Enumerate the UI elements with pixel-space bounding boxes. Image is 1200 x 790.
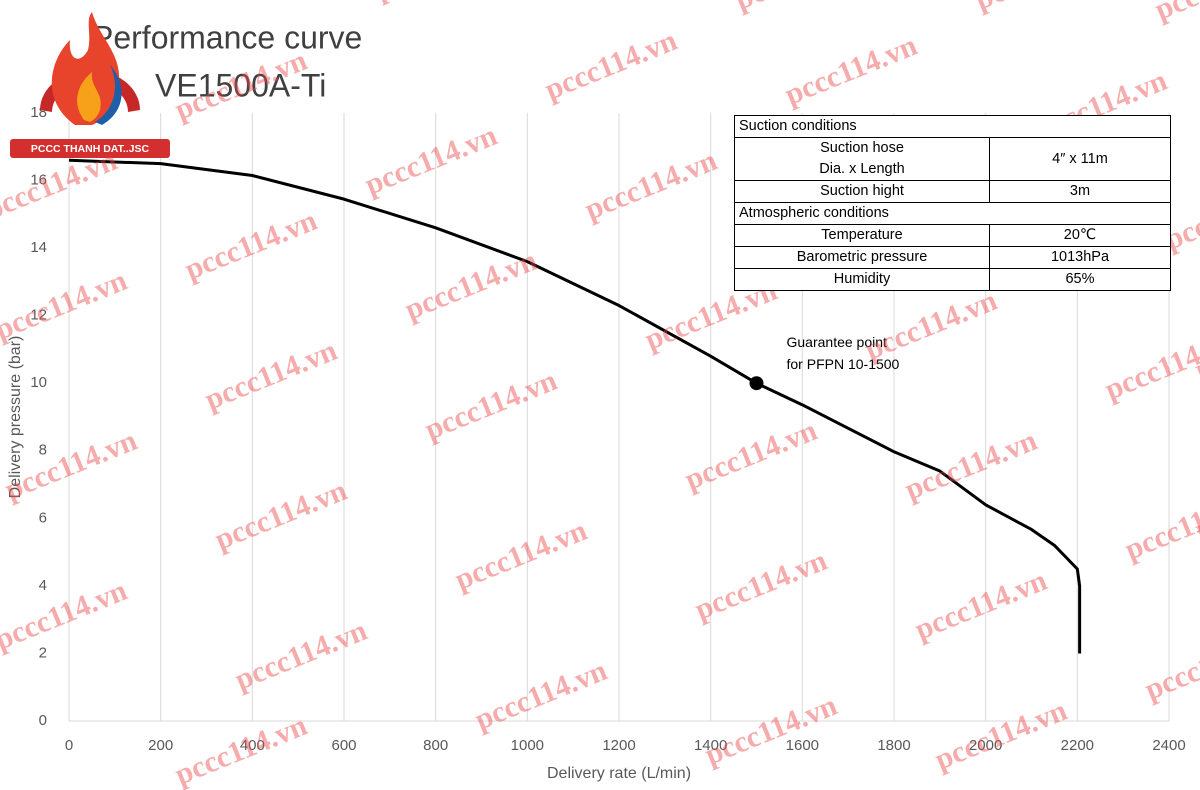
watermark: pccc114.vn xyxy=(580,144,722,227)
x-tick-label: 2400 xyxy=(1152,737,1185,754)
watermark: pccc114.vn xyxy=(0,574,132,657)
table-cell: Atmospheric conditions xyxy=(734,202,1171,225)
y-tick-label: 10 xyxy=(30,374,47,391)
annotation: for PFPN 10-1500 xyxy=(787,356,900,372)
table-row: Barometric pressure 1013hPa xyxy=(734,246,1171,269)
x-tick-label: 1000 xyxy=(511,737,544,754)
watermark: pccc114.vn xyxy=(450,514,592,597)
table-cell: 1013hPa xyxy=(989,246,1171,269)
watermark: pccc114.vn xyxy=(690,544,832,627)
table-cell: 3m xyxy=(989,180,1171,203)
logo-flame-inner xyxy=(77,72,101,122)
watermark: pccc114.vn xyxy=(860,284,1002,367)
watermark: pccc114.vn xyxy=(400,244,542,327)
table-cell: Suction hight xyxy=(734,180,990,203)
watermark: pccc114.vn xyxy=(1100,324,1200,407)
watermark: pccc114.vn xyxy=(680,414,822,497)
watermark: pccc114.vn xyxy=(1150,0,1200,26)
watermark: pccc114.vn xyxy=(200,334,342,417)
x-tick-label: 1800 xyxy=(877,737,910,754)
x-tick-label: 0 xyxy=(65,737,73,754)
logo-text: PCCC THANH DAT..JSC xyxy=(31,143,150,155)
y-tick-label: 0 xyxy=(39,712,47,729)
table-cell: 4″ x 11m xyxy=(989,137,1171,181)
x-tick-label: 800 xyxy=(423,737,448,754)
annotation: Guarantee point xyxy=(787,334,888,350)
x-tick-label: 400 xyxy=(240,737,265,754)
x-tick-label: 2200 xyxy=(1061,737,1094,754)
watermark: pccc114.vn xyxy=(730,0,872,16)
watermark: pccc114.vn xyxy=(370,0,512,6)
watermark: pccc114.vn xyxy=(230,614,372,697)
watermark: pccc114.vn xyxy=(470,654,612,737)
y-tick-label: 6 xyxy=(39,509,47,526)
table-row: Suction hose Dia. x Length 4″ x 11m xyxy=(734,137,1171,181)
y-tick-label: 4 xyxy=(39,577,47,594)
watermark: pccc114.vn xyxy=(970,0,1112,16)
cell-line: Dia. x Length xyxy=(819,161,905,177)
watermark: pccc114.vn xyxy=(780,29,922,112)
x-axis-label: Delivery rate (L/min) xyxy=(547,765,691,782)
x-tick-label: 2000 xyxy=(969,737,1002,754)
y-tick-label: 2 xyxy=(39,644,47,661)
table-row: Temperature 20℃ xyxy=(734,224,1171,247)
watermark: pccc114.vn xyxy=(360,119,502,202)
x-tick-label: 1600 xyxy=(786,737,819,754)
conditions-table: Suction conditions Suction hose Dia. x Len… xyxy=(734,115,1171,291)
watermark: pccc114.vn xyxy=(540,24,682,107)
chart-subtitle: VE1500A-Ti xyxy=(155,67,326,103)
logo-water xyxy=(95,65,122,125)
y-tick-label: 12 xyxy=(30,307,47,324)
y-tick-label: 16 xyxy=(30,172,47,189)
table-cell: Temperature xyxy=(734,224,990,247)
watermark: pccc114.vn xyxy=(700,689,842,772)
logo-flame xyxy=(51,12,120,125)
y-tick-label: 8 xyxy=(39,442,47,459)
table-row: Suction conditions xyxy=(734,115,1171,138)
table-row: Suction hight 3m xyxy=(734,180,1171,203)
logo: PCCC THANH DAT..JSC xyxy=(10,12,170,158)
table-cell: Humidity xyxy=(734,268,990,291)
table-cell: 65% xyxy=(989,268,1171,291)
x-tick-label: 1200 xyxy=(602,737,635,754)
watermark: pccc114.vn xyxy=(420,364,562,447)
watermark: pccc114.vn xyxy=(1140,624,1200,707)
guarantee-point xyxy=(749,376,764,391)
watermark: pccc114.vn xyxy=(930,694,1072,777)
table-cell: Barometric pressure xyxy=(734,246,990,269)
watermark: pccc114.vn xyxy=(210,474,352,557)
watermark: pccc114.vn xyxy=(0,264,132,347)
table-row: Humidity 65% xyxy=(734,268,1171,291)
cell-line: Suction hose xyxy=(820,140,904,156)
x-tick-label: 1400 xyxy=(694,737,727,754)
table-row: Atmospheric conditions xyxy=(734,202,1171,225)
table-cell: 20℃ xyxy=(989,224,1171,247)
x-tick-label: 600 xyxy=(331,737,356,754)
curve xyxy=(68,158,1082,654)
logo-banner xyxy=(10,139,170,158)
watermark: pccc114.vn xyxy=(1120,484,1200,567)
watermark: pccc114.vn xyxy=(180,204,322,287)
watermark: pccc114.vn xyxy=(910,564,1052,647)
table-cell: Suction conditions xyxy=(734,115,1171,138)
x-tick-label: 200 xyxy=(148,737,173,754)
chart-title: Performance curve xyxy=(92,19,362,55)
y-axis-label: Delivery pressure (bar) xyxy=(7,336,24,499)
table-cell: Suction hose Dia. x Length xyxy=(734,137,990,181)
y-tick-label: 14 xyxy=(30,239,47,256)
